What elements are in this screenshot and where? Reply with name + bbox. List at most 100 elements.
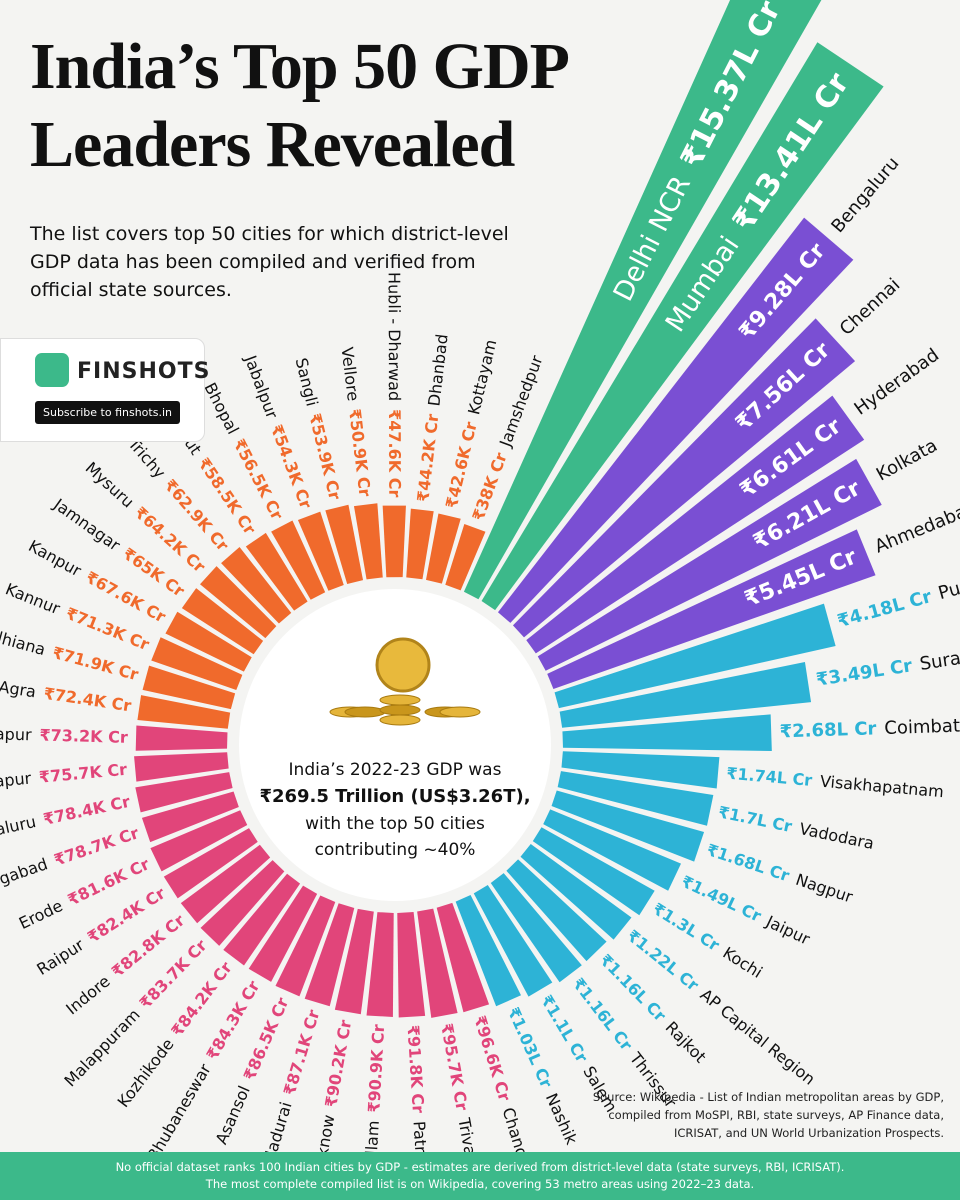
city-name: Ludhiana bbox=[0, 621, 48, 658]
coin bbox=[379, 704, 421, 716]
value-label: ₹4.18L Cr bbox=[835, 586, 934, 632]
bar-label: ₹1.16L CrRajkot bbox=[596, 950, 710, 1066]
bar-label: ₹91.8K CrPatna bbox=[404, 1024, 432, 1166]
bar bbox=[559, 662, 812, 728]
source-line: compiled from MoSPI, RBI, state surveys,… bbox=[608, 1108, 944, 1122]
city-name: Jaipur bbox=[763, 911, 814, 948]
bar bbox=[134, 752, 229, 782]
bar bbox=[520, 843, 632, 940]
bar-label: Hubli - Dharwad ₹47.6K Cr bbox=[385, 272, 405, 497]
bar bbox=[537, 458, 882, 671]
bar bbox=[180, 844, 271, 924]
city-name: Bengaluru bbox=[827, 153, 903, 237]
value-label: ₹95.7K Cr bbox=[438, 1022, 473, 1112]
bar bbox=[200, 566, 277, 639]
bar bbox=[334, 908, 374, 1015]
city-name: Solapur bbox=[0, 768, 32, 793]
bar bbox=[135, 772, 233, 813]
value-label: ₹1.7L Cr bbox=[717, 802, 794, 836]
value-label: ₹1.49L Cr bbox=[679, 871, 765, 925]
footer-line: No official dataset ranks 100 Indian cit… bbox=[115, 1160, 845, 1174]
city-name: Vadodara bbox=[798, 819, 876, 853]
bar-label: ₹2.68L Cr Coimbatore bbox=[779, 715, 960, 743]
bar bbox=[150, 810, 248, 872]
value-label: ₹1.74L Cr bbox=[726, 763, 813, 789]
bar bbox=[497, 217, 854, 623]
bar bbox=[406, 508, 434, 580]
title-line: Leaders Revealed bbox=[30, 108, 515, 181]
bar bbox=[481, 42, 884, 611]
bar bbox=[445, 523, 486, 591]
bar-label: Kolkata bbox=[873, 435, 941, 485]
bar-label: ₹3.49L Cr Surat bbox=[815, 647, 960, 691]
value-label: ₹90.9K Cr bbox=[364, 1024, 388, 1113]
city-name: Rajkot bbox=[662, 1017, 710, 1066]
bar bbox=[151, 637, 243, 690]
city-name: Ahmedabad bbox=[872, 497, 960, 558]
bar-label: Vellore ₹50.9K Cr bbox=[338, 346, 375, 498]
value-label: ₹2.68L Cr bbox=[779, 718, 877, 742]
bar bbox=[490, 873, 582, 983]
coin bbox=[379, 714, 421, 726]
city-name: Hubli - Dharwad bbox=[385, 272, 404, 401]
city-name: Kannur bbox=[3, 579, 63, 618]
bar bbox=[248, 885, 318, 982]
bar bbox=[551, 790, 705, 862]
city-name: Kolhapur bbox=[0, 723, 32, 744]
bar bbox=[245, 532, 308, 611]
source-line: Source: Wikipedia - List of Indian metro… bbox=[592, 1090, 944, 1104]
bar bbox=[417, 908, 458, 1018]
bar bbox=[137, 695, 231, 729]
city-name: Erode bbox=[16, 895, 66, 932]
bar bbox=[304, 903, 355, 1007]
brand-cta[interactable]: Subscribe to finshots.in bbox=[35, 401, 180, 424]
city-name: Chennai bbox=[836, 274, 905, 339]
center-text: with the top 50 cities bbox=[305, 814, 485, 834]
value-label: ₹75.7K Cr bbox=[38, 759, 128, 786]
bar bbox=[271, 520, 326, 600]
bar bbox=[557, 771, 714, 826]
bar bbox=[463, 0, 822, 600]
city-name: Nashik bbox=[542, 1090, 582, 1148]
center-disc bbox=[239, 589, 551, 901]
value-label: ₹91.8K Cr bbox=[404, 1024, 428, 1113]
bar-label: Kolhapur ₹73.2K Cr bbox=[0, 723, 128, 746]
city-name: Visakhapatnam bbox=[819, 771, 944, 801]
city-name: Vellore bbox=[338, 346, 363, 402]
bar bbox=[135, 725, 228, 751]
bar bbox=[297, 511, 344, 591]
coin-face bbox=[375, 637, 431, 693]
bar-label: Solapur ₹75.7K Cr bbox=[0, 759, 128, 792]
city-name: Bhopal bbox=[201, 379, 243, 437]
value-label: ₹50.9K Cr bbox=[346, 408, 376, 498]
source-line: ICRISAT, and UN World Urbanization Prosp… bbox=[673, 1126, 944, 1140]
source: Source: Wikipedia - List of Indian metro… bbox=[593, 1088, 944, 1142]
city-name: Coimbatore bbox=[884, 715, 960, 739]
city-name: Jabalpur bbox=[241, 352, 282, 422]
city-name: Surat bbox=[918, 647, 960, 675]
bar bbox=[141, 791, 239, 843]
bar bbox=[512, 318, 856, 638]
title-line: India’s Top 50 GDP bbox=[30, 30, 570, 103]
bar bbox=[532, 827, 655, 916]
city-name: Sangli bbox=[292, 356, 322, 408]
coin bbox=[439, 706, 481, 718]
bar bbox=[382, 505, 406, 578]
bar bbox=[425, 513, 461, 584]
value-label: ₹87.1K Cr bbox=[279, 1007, 323, 1097]
bar bbox=[366, 912, 394, 1017]
value-label: ₹78.4K Cr bbox=[41, 791, 131, 828]
bar bbox=[561, 751, 720, 789]
bar bbox=[200, 860, 285, 946]
footer: No official dataset ranks 100 Indian cit… bbox=[0, 1152, 960, 1200]
bar bbox=[223, 873, 301, 966]
subtitle: The list covers top 50 cities for which … bbox=[30, 223, 509, 301]
value-label: ₹72.4K Cr bbox=[43, 683, 133, 715]
brand-box: FINSHOTS Subscribe to finshots.in bbox=[0, 338, 209, 442]
city-name: Mangaluru bbox=[0, 811, 38, 847]
bar bbox=[163, 828, 258, 899]
bar-label: ₹1.7L Cr Vadodara bbox=[717, 802, 876, 853]
city-name: Kochi bbox=[720, 943, 766, 982]
